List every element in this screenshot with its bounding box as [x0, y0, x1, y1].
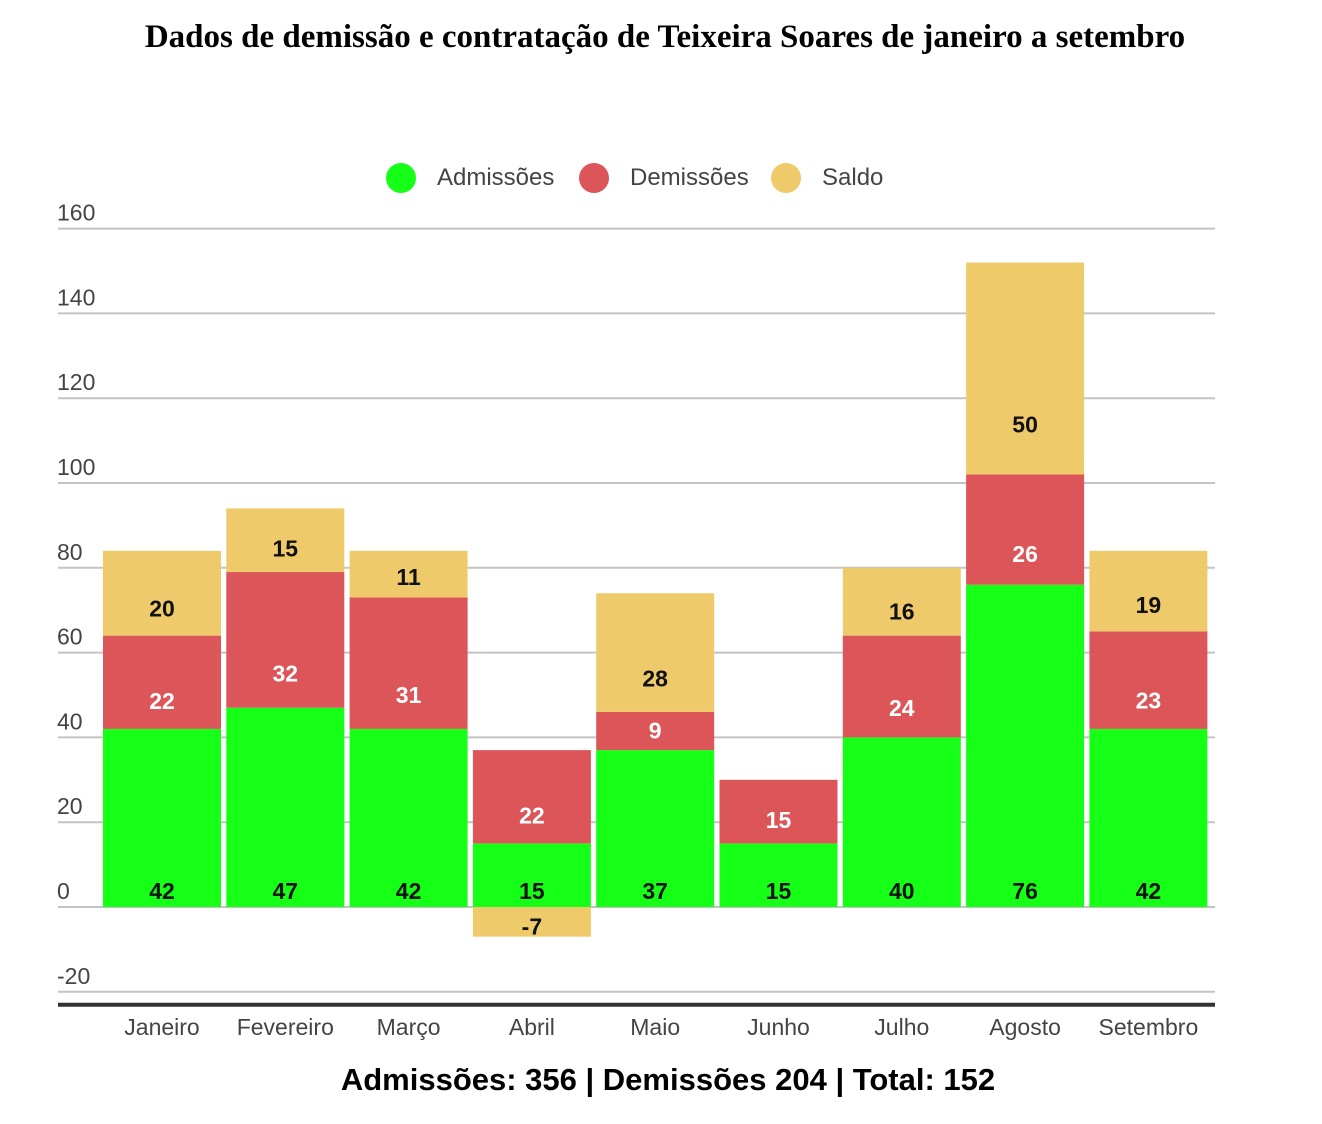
bar-demissões — [1089, 631, 1208, 729]
data-label: 15 — [519, 878, 545, 904]
data-label: 20 — [149, 595, 175, 621]
y-tick-label: 20 — [57, 793, 83, 819]
data-label: 32 — [273, 660, 299, 686]
bar-demissões — [103, 635, 221, 729]
bar-demissões — [472, 750, 591, 844]
data-label: 40 — [889, 878, 915, 904]
data-label: 11 — [396, 564, 421, 590]
bar-demissões — [719, 779, 838, 844]
y-axis: -20 0 20 40 60 80 100 120 140 160 — [57, 200, 95, 989]
x-tick-label: Abril — [509, 1014, 555, 1040]
x-tick-label: Fevereiro — [237, 1014, 334, 1040]
data-label: 15 — [273, 536, 299, 562]
bar-saldo — [349, 550, 468, 598]
data-label: 37 — [642, 878, 668, 904]
legend-entry: Admissões — [437, 164, 554, 191]
x-tick-label: Agosto — [989, 1014, 1061, 1040]
data-label: 24 — [889, 695, 915, 721]
data-label: 76 — [1012, 878, 1038, 904]
x-tick-label: Junho — [747, 1014, 810, 1040]
data-label: 42 — [396, 878, 422, 904]
data-label: 28 — [642, 666, 668, 692]
y-tick-label: 120 — [57, 369, 95, 395]
bar-saldo — [1089, 550, 1208, 632]
data-label: 31 — [396, 682, 422, 708]
bar-saldo — [472, 907, 591, 937]
bar-admissões — [226, 707, 345, 907]
bars — [103, 262, 1208, 937]
x-tick-label: Setembro — [1099, 1014, 1199, 1040]
legend-marker — [771, 163, 801, 193]
y-tick-label: -20 — [57, 963, 90, 989]
data-label: 23 — [1136, 687, 1162, 713]
y-tick-label: 140 — [57, 284, 95, 310]
data-label: 42 — [149, 878, 175, 904]
bar-admissões — [596, 750, 715, 907]
bar-admissões — [719, 843, 838, 907]
bar-admissões — [472, 843, 591, 907]
bar-demissões — [226, 572, 345, 708]
bar-saldo — [226, 508, 345, 573]
summary-text: Admissões: 356 | Demissões 204 | Total: … — [341, 1062, 995, 1097]
y-tick-label: 40 — [57, 708, 83, 734]
bar-demissões — [349, 597, 468, 729]
y-tick-label: 0 — [57, 878, 70, 904]
x-axis: Janeiro Fevereiro Março Abril Maio Junho Julho… — [58, 1002, 1215, 1040]
bar-admissões — [842, 737, 961, 907]
data-label: 22 — [149, 688, 175, 714]
x-tick-label: Janeiro — [124, 1014, 199, 1040]
data-label: 42 — [1136, 878, 1162, 904]
data-label: 26 — [1012, 541, 1038, 567]
bar-admissões — [349, 728, 468, 907]
x-tick-label: Julho — [874, 1014, 929, 1040]
legend-entry: Demissões — [630, 164, 749, 191]
data-label: 15 — [766, 878, 792, 904]
legend-marker — [386, 163, 416, 193]
y-tick-label: 60 — [57, 624, 83, 650]
data-label: 19 — [1136, 592, 1162, 618]
chart-title: Dados de demissão e contratação de Teixe… — [145, 19, 1185, 55]
legend-marker — [579, 163, 609, 193]
data-label: 9 — [649, 717, 662, 743]
data-label: -7 — [522, 914, 542, 940]
bar-saldo — [842, 567, 961, 636]
data-label: 15 — [766, 807, 792, 833]
bar-admissões — [1089, 728, 1208, 907]
legend-entry: Saldo — [822, 164, 883, 191]
y-tick-label: 160 — [57, 200, 95, 226]
bar-saldo — [966, 262, 1085, 475]
bar-demissões — [842, 635, 961, 738]
data-label: 22 — [519, 802, 545, 828]
legend: Admissões Demissões Saldo — [386, 163, 883, 193]
y-tick-label: 80 — [57, 539, 83, 565]
y-tick-label: 100 — [57, 454, 95, 480]
data-label: 50 — [1012, 411, 1038, 437]
data-label: 47 — [273, 878, 299, 904]
data-label: 16 — [889, 598, 915, 624]
bar-admissões — [103, 728, 221, 907]
x-tick-label: Maio — [630, 1014, 680, 1040]
bar-saldo — [596, 593, 715, 712]
data-labels: 42 22 20 47 32 15 42 31 11 15 22 -7 37 9 28 15 15 40 24 16 7… — [149, 411, 1161, 939]
bar-demissões — [966, 474, 1085, 585]
x-tick-label: Março — [377, 1014, 441, 1040]
bar-demissões — [596, 711, 715, 751]
bar-saldo — [103, 550, 221, 636]
bar-admissões — [966, 584, 1085, 907]
